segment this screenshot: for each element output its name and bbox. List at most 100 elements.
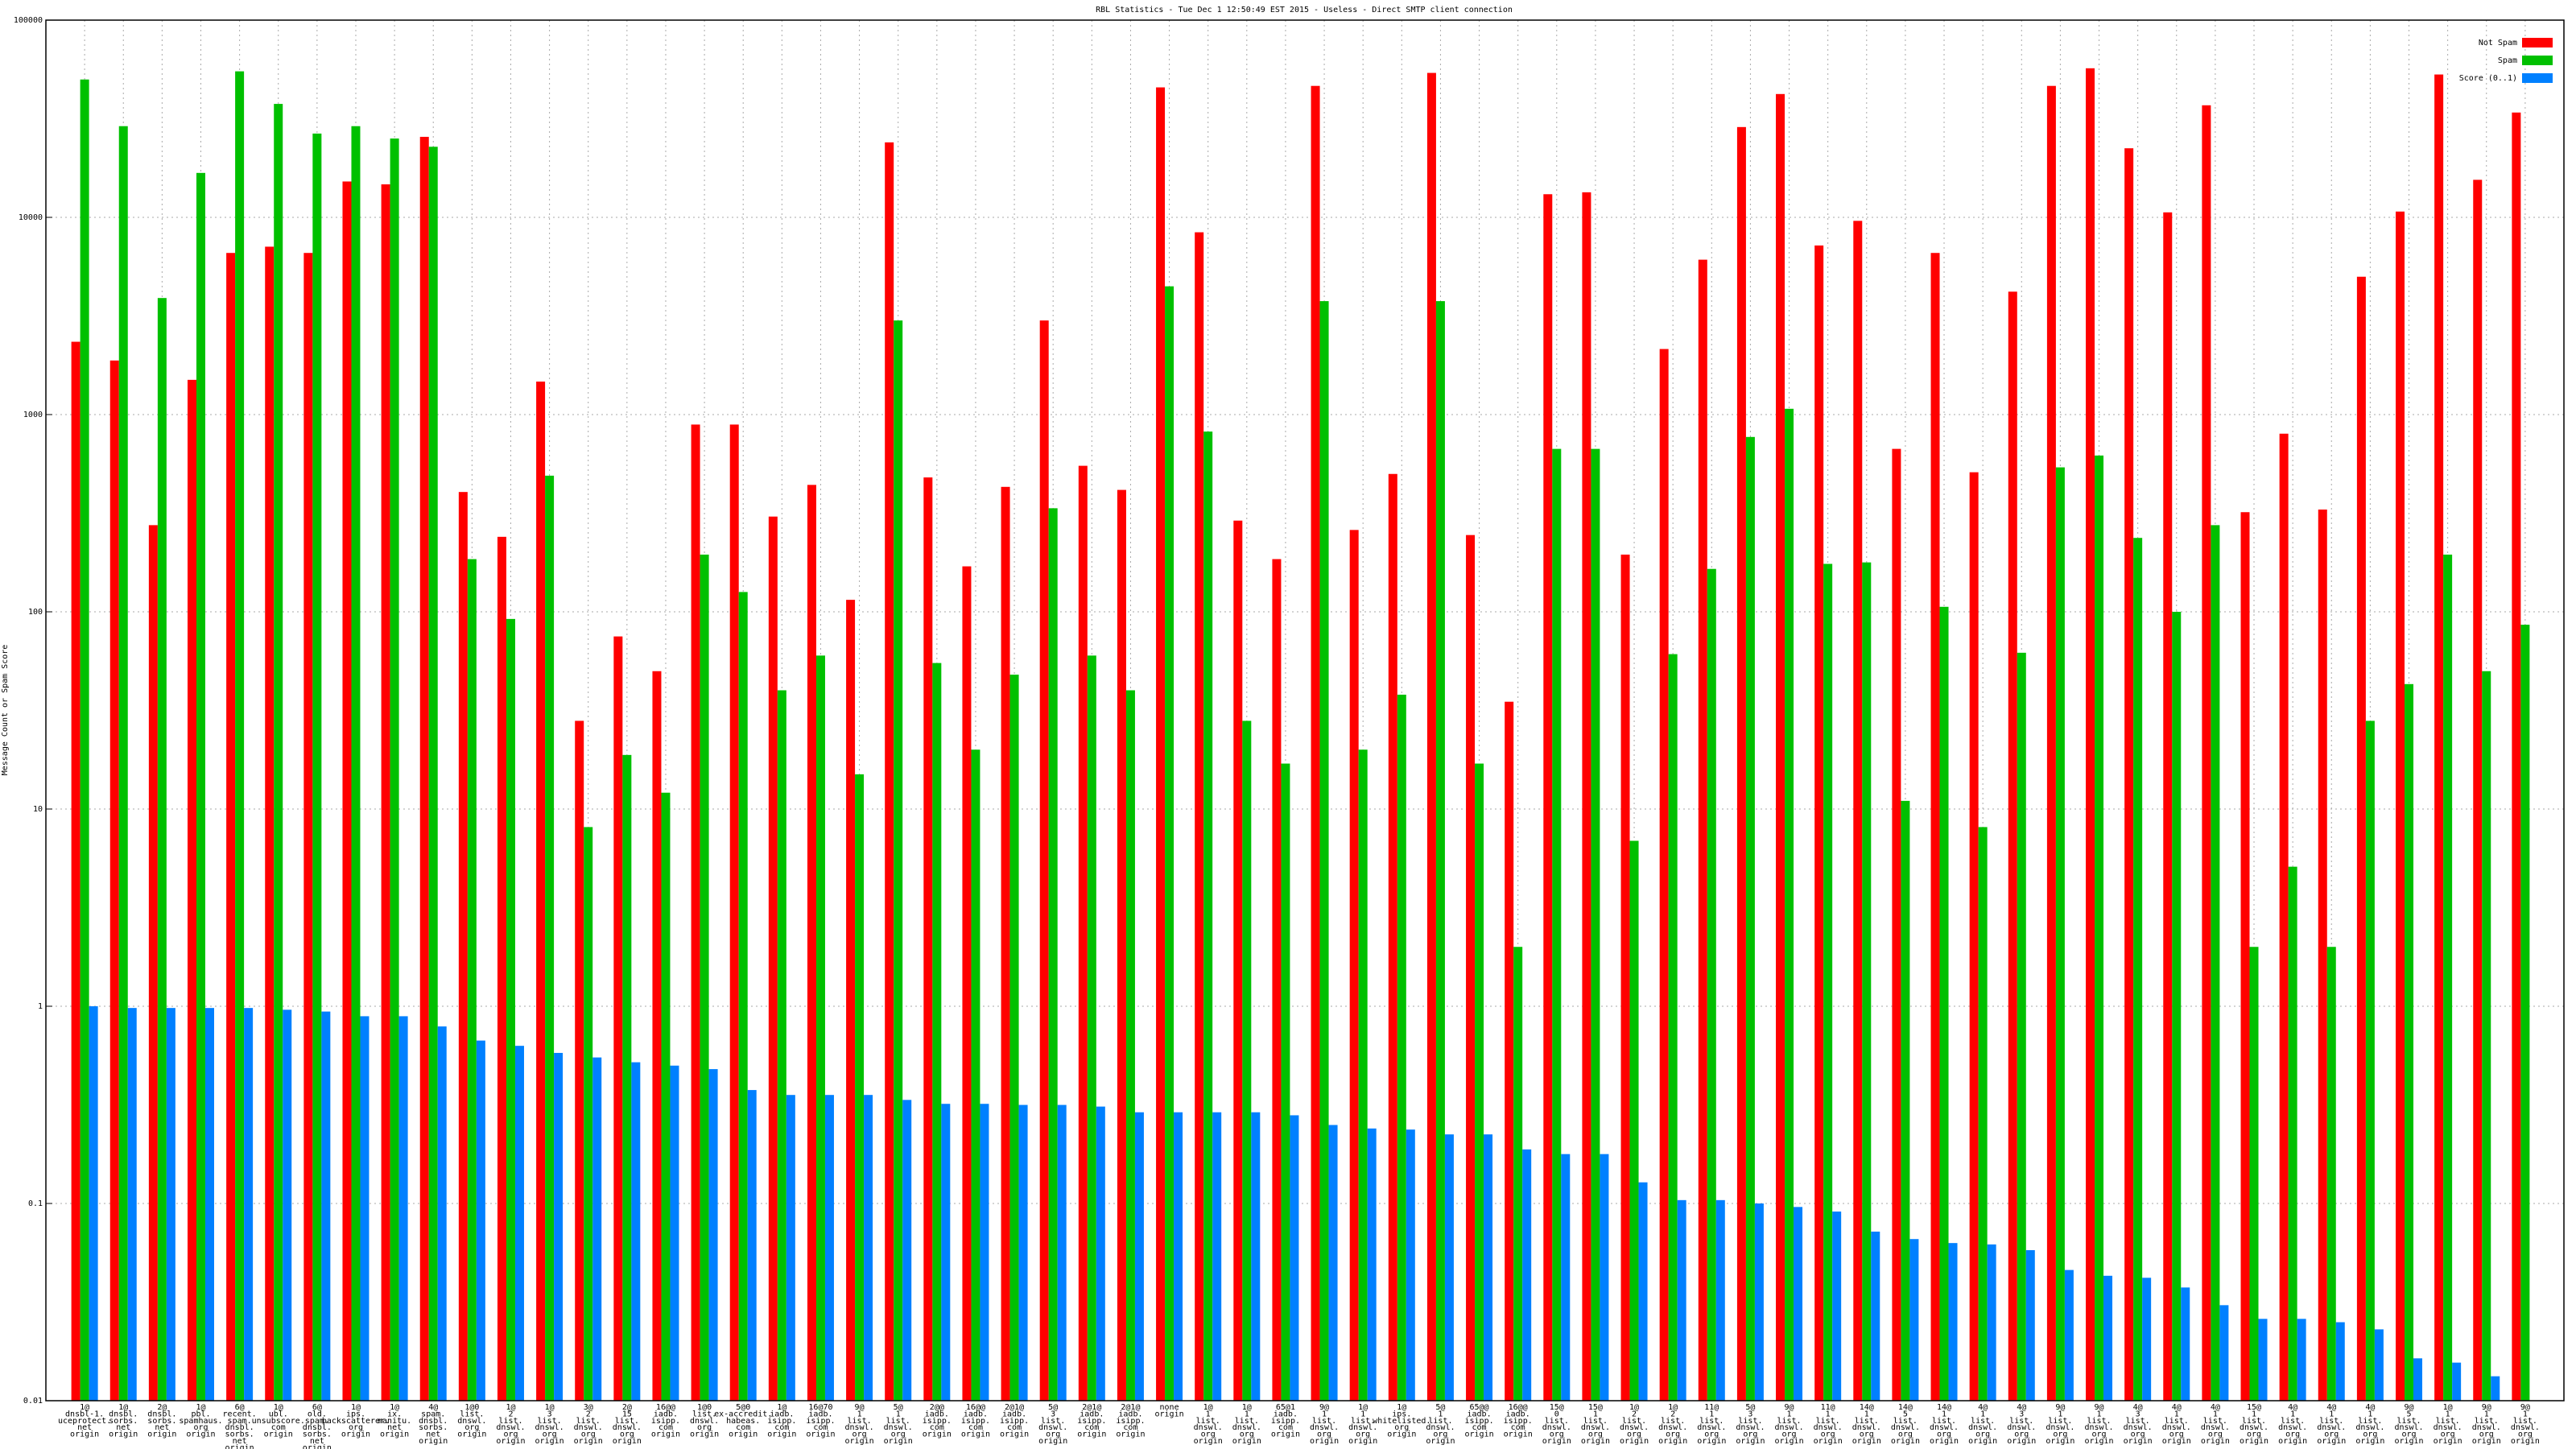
- bar: [187, 379, 196, 1401]
- x-tick-label-line: 14@: [1860, 1403, 1874, 1412]
- x-tick-label-line: origin: [457, 1430, 486, 1439]
- bar: [1736, 126, 1746, 1401]
- bar: [670, 1065, 679, 1401]
- x-tick-label-line: origin: [2278, 1437, 2307, 1446]
- x-tick-label-line: list.: [2319, 1417, 2343, 1426]
- bar: [2025, 1249, 2035, 1401]
- x-tick-label-line: 1@0: [464, 1403, 479, 1412]
- x-tick-label-line: org: [2169, 1430, 2184, 1439]
- bar: [1251, 1112, 1261, 1401]
- x-tick-label-line: iadb.: [1506, 1410, 1530, 1418]
- bar: [1406, 1129, 1415, 1401]
- x-tick-label-line: 4@: [2172, 1403, 2182, 1412]
- x-tick-label-line: isipp.: [1000, 1417, 1029, 1426]
- x-tick-label-line: list.: [2513, 1417, 2537, 1426]
- x-tick-label: 14@ 5 list. dnswl. org origin: [1891, 1403, 1920, 1446]
- x-tick-label-line: dnswl.: [2240, 1423, 2268, 1432]
- bar: [902, 1100, 912, 1401]
- x-tick-label-line: origin: [690, 1430, 719, 1439]
- x-tick-label-line: 1: [2174, 1410, 2179, 1418]
- x-tick-label-line: 1: [2368, 1410, 2372, 1418]
- x-tick-label: 1@ 2 list. dnswl. org origin: [1620, 1403, 1649, 1446]
- x-tick-label-line: isipp.: [806, 1417, 835, 1426]
- x-tick-label: 4@ 3 list. dnswl. org origin: [2124, 1403, 2153, 1446]
- x-tick-label-line: 1: [1826, 1410, 1831, 1418]
- x-tick-label-line: com: [774, 1423, 789, 1432]
- x-tick-label: 1@ 2 list. dnswl. org origin: [1658, 1403, 1687, 1446]
- bar: [2181, 1287, 2190, 1401]
- legend-label: Score (0..1): [2459, 74, 2517, 83]
- x-tick-label-line: list.: [538, 1417, 562, 1426]
- x-tick-label-line: iadb.: [808, 1410, 832, 1418]
- x-tick-label: 1@ ix. manitu. net origin: [378, 1403, 411, 1439]
- bar: [226, 253, 236, 1402]
- x-tick-label-line: ix.: [387, 1410, 402, 1418]
- x-tick-label-line: 5: [1903, 1410, 1908, 1418]
- x-tick-label-line: isipp.: [1464, 1417, 1493, 1426]
- x-tick-label-line: dnswl.: [1348, 1423, 1377, 1432]
- x-tick-label-line: org: [2091, 1430, 2106, 1439]
- x-tick-label-line: org: [1975, 1430, 1990, 1439]
- x-tick-label-line: origin: [961, 1430, 990, 1439]
- x-tick-label: 11@ 1 list. dnswl. org origin: [1697, 1403, 1726, 1446]
- x-tick-label: 65@@ iadb. isipp. com origin: [1464, 1403, 1493, 1439]
- x-tick-label: 1@ 2 list. dnswl. org origin: [496, 1403, 525, 1446]
- x-tick-label: 2@@ iadb. isipp. com origin: [923, 1403, 952, 1439]
- bar: [1475, 763, 1484, 1401]
- x-tick-label-line: ips.: [1392, 1410, 1411, 1418]
- bar: [2133, 538, 2143, 1401]
- x-tick-label-line: dnswl.: [2511, 1423, 2540, 1432]
- bar: [584, 827, 593, 1401]
- legend-label: Spam: [2498, 56, 2517, 65]
- x-tick-label-line: origin: [2007, 1437, 2036, 1446]
- x-tick-label-line: 2@: [157, 1403, 167, 1412]
- x-tick-label: 4@ 1 list. dnswl. org origin: [2162, 1403, 2191, 1446]
- bar: [1677, 1199, 1686, 1401]
- x-tick-label-line: 4@: [428, 1403, 438, 1412]
- x-tick-label-line: org: [1704, 1430, 1719, 1439]
- bar: [807, 485, 816, 1402]
- x-tick-label-line: com: [813, 1423, 828, 1432]
- bar: [89, 1006, 98, 1401]
- x-tick-label-line: org: [1240, 1430, 1254, 1439]
- x-tick-label-line: list.: [2009, 1417, 2033, 1426]
- x-tick-label-line: 9@: [2094, 1403, 2103, 1412]
- x-tick-label-line: 1@: [1358, 1403, 1368, 1412]
- x-tick-label: 9@ 5 list. dnswl. org origin: [2394, 1403, 2423, 1446]
- x-tick-label-line: dnswl.: [2201, 1423, 2230, 1432]
- x-tick-label-line: list.: [1545, 1417, 1569, 1426]
- bar: [855, 774, 865, 1401]
- bar: [428, 147, 438, 1402]
- bar: [1117, 489, 1126, 1402]
- x-tick-label-line: org: [2285, 1430, 2300, 1439]
- x-tick-label: 14@ 1 list. dnswl. org origin: [1930, 1403, 1959, 1446]
- x-tick-label-line: dnsbl.: [303, 1423, 332, 1432]
- x-tick-label-line: origin: [2317, 1437, 2346, 1446]
- x-tick-label: 65@1 iadb. isipp. com origin: [1271, 1403, 1300, 1439]
- x-tick-label: 6@ recent. spam. dnsbl. sorbs. net origin: [223, 1403, 257, 1449]
- bar: [283, 1009, 292, 1401]
- x-tick-label-line: 2: [586, 1410, 591, 1418]
- x-tick-label-line: org: [1201, 1430, 1216, 1439]
- x-tick-label-line: 4@: [2326, 1403, 2336, 1412]
- x-tick-label-line: origin: [496, 1437, 525, 1446]
- x-tick-label-line: origin: [2162, 1437, 2191, 1446]
- bar: [1367, 1128, 1377, 1401]
- x-tick-label-line: list.: [2203, 1417, 2227, 1426]
- x-tick-label-line: org: [1588, 1430, 1603, 1439]
- x-tick-label-line: iadb.: [1118, 1410, 1142, 1418]
- x-tick-label: 3@ 2 list. dnswl. org origin: [574, 1403, 603, 1446]
- x-tick-label-line: org: [193, 1423, 208, 1432]
- x-tick-label: 9@ 1 list. dnswl. org origin: [845, 1403, 874, 1446]
- x-tick-label-line: 1: [2290, 1410, 2295, 1418]
- x-tick-label-line: org: [1627, 1430, 1641, 1439]
- bar: [80, 79, 89, 1402]
- x-tick-label-line: recent.: [223, 1410, 257, 1418]
- bar: [885, 142, 894, 1401]
- x-tick-label-line: 9@: [1785, 1403, 1794, 1412]
- bar: [458, 492, 468, 1401]
- x-tick-label-line: dnswl.: [2084, 1423, 2113, 1432]
- x-tick-label-line: org: [2441, 1430, 2455, 1439]
- x-tick-label-line: org: [1860, 1430, 1874, 1439]
- bar: [1823, 564, 1833, 1401]
